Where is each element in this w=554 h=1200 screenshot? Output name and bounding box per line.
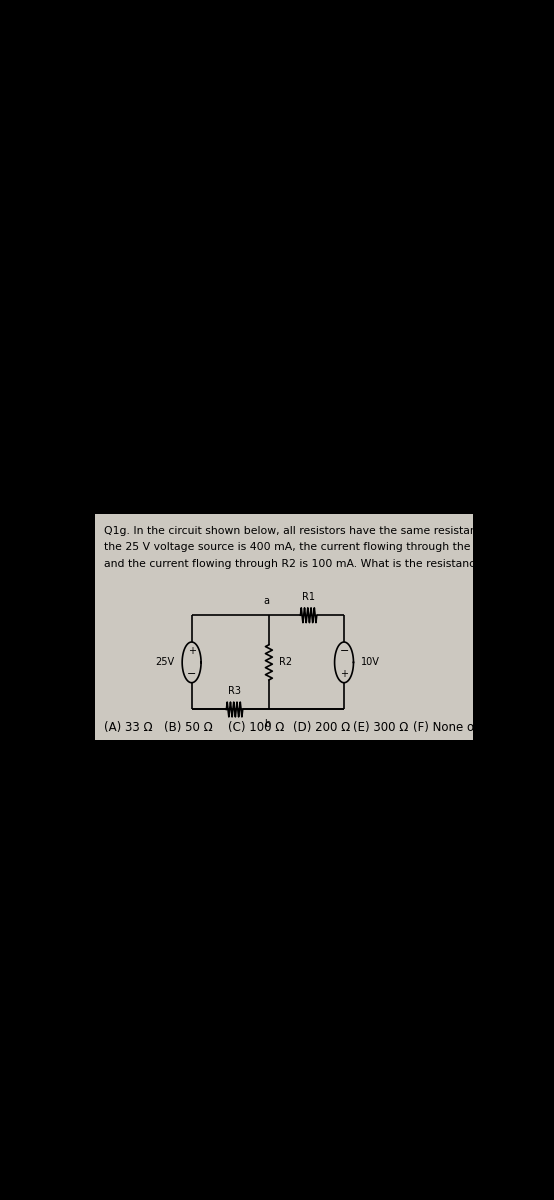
Text: −: − <box>340 646 348 656</box>
Text: +: + <box>188 646 196 656</box>
Text: R2: R2 <box>279 658 293 667</box>
Text: (E) 300 Ω: (E) 300 Ω <box>353 721 408 734</box>
Text: (B) 50 Ω: (B) 50 Ω <box>164 721 212 734</box>
Text: Q1g. In the circuit shown below, all resistors have the same resistance, the cur: Q1g. In the circuit shown below, all res… <box>104 526 554 535</box>
Text: (C) 100 Ω: (C) 100 Ω <box>228 721 285 734</box>
Text: b: b <box>264 719 270 728</box>
Text: and the current flowing through R2 is 100 mA. What is the resistance of the resi: and the current flowing through R2 is 10… <box>104 559 554 569</box>
Text: −: − <box>187 668 196 678</box>
Text: R1: R1 <box>302 592 315 601</box>
Text: 25V: 25V <box>155 658 175 667</box>
Text: the 25 V voltage source is 400 mA, the current flowing through the 10 V voltage : the 25 V voltage source is 400 mA, the c… <box>104 542 554 552</box>
Text: (D) 200 Ω: (D) 200 Ω <box>293 721 350 734</box>
Text: +: + <box>340 668 348 678</box>
FancyBboxPatch shape <box>95 514 473 740</box>
Text: R3: R3 <box>228 686 241 696</box>
Text: (F) None of the above.: (F) None of the above. <box>413 721 545 734</box>
Text: (A) 33 Ω: (A) 33 Ω <box>104 721 152 734</box>
Text: 10V: 10V <box>361 658 380 667</box>
Text: a: a <box>264 596 270 606</box>
